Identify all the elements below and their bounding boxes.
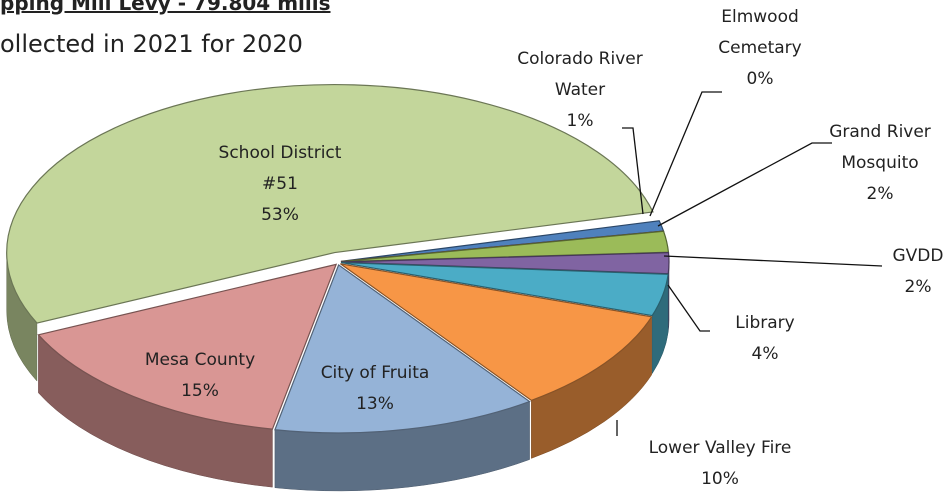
- slice-value-label: 10%: [701, 469, 739, 489]
- slice-label: GVDD: [893, 246, 944, 266]
- slice-label: City of Fruita: [321, 363, 430, 383]
- slice-label: Colorado River Water: [517, 49, 642, 100]
- leader-line: [622, 127, 644, 215]
- pie-sides: [6, 252, 670, 492]
- leader-line: [667, 284, 710, 332]
- slice: [340, 261, 669, 317]
- chart-title: pping Mill Levy - 79.804 mills: [0, 0, 331, 15]
- slice-value-label: 0%: [747, 69, 774, 89]
- slice: [274, 263, 531, 434]
- slice-value-label: 4%: [752, 344, 779, 364]
- leader-line: [657, 142, 832, 227]
- slice: [6, 83, 654, 324]
- slice-label: Library: [735, 313, 794, 333]
- slice-value-label: 15%: [181, 381, 219, 401]
- slice-label: Elmwood Cemetary: [718, 7, 801, 58]
- slice-value-label: 1%: [567, 111, 594, 131]
- leader-line: [663, 255, 883, 267]
- chart-subtitle: ollected in 2021 for 2020: [0, 30, 303, 58]
- slice-value-label: 2%: [905, 277, 932, 297]
- slice-value-label: 53%: [261, 205, 299, 225]
- slice-value-label: 2%: [867, 184, 894, 204]
- slice: [37, 263, 338, 430]
- pie-tops: [6, 83, 670, 434]
- slice-label: Grand River Mosquito: [829, 122, 931, 173]
- slice: [340, 263, 653, 402]
- slice-label: School District #51: [219, 143, 342, 194]
- slice-label: Lower Valley Fire: [649, 438, 792, 458]
- slice-value-label: 13%: [356, 394, 394, 414]
- leader-line: [649, 91, 722, 217]
- slice-label: Mesa County: [145, 350, 255, 370]
